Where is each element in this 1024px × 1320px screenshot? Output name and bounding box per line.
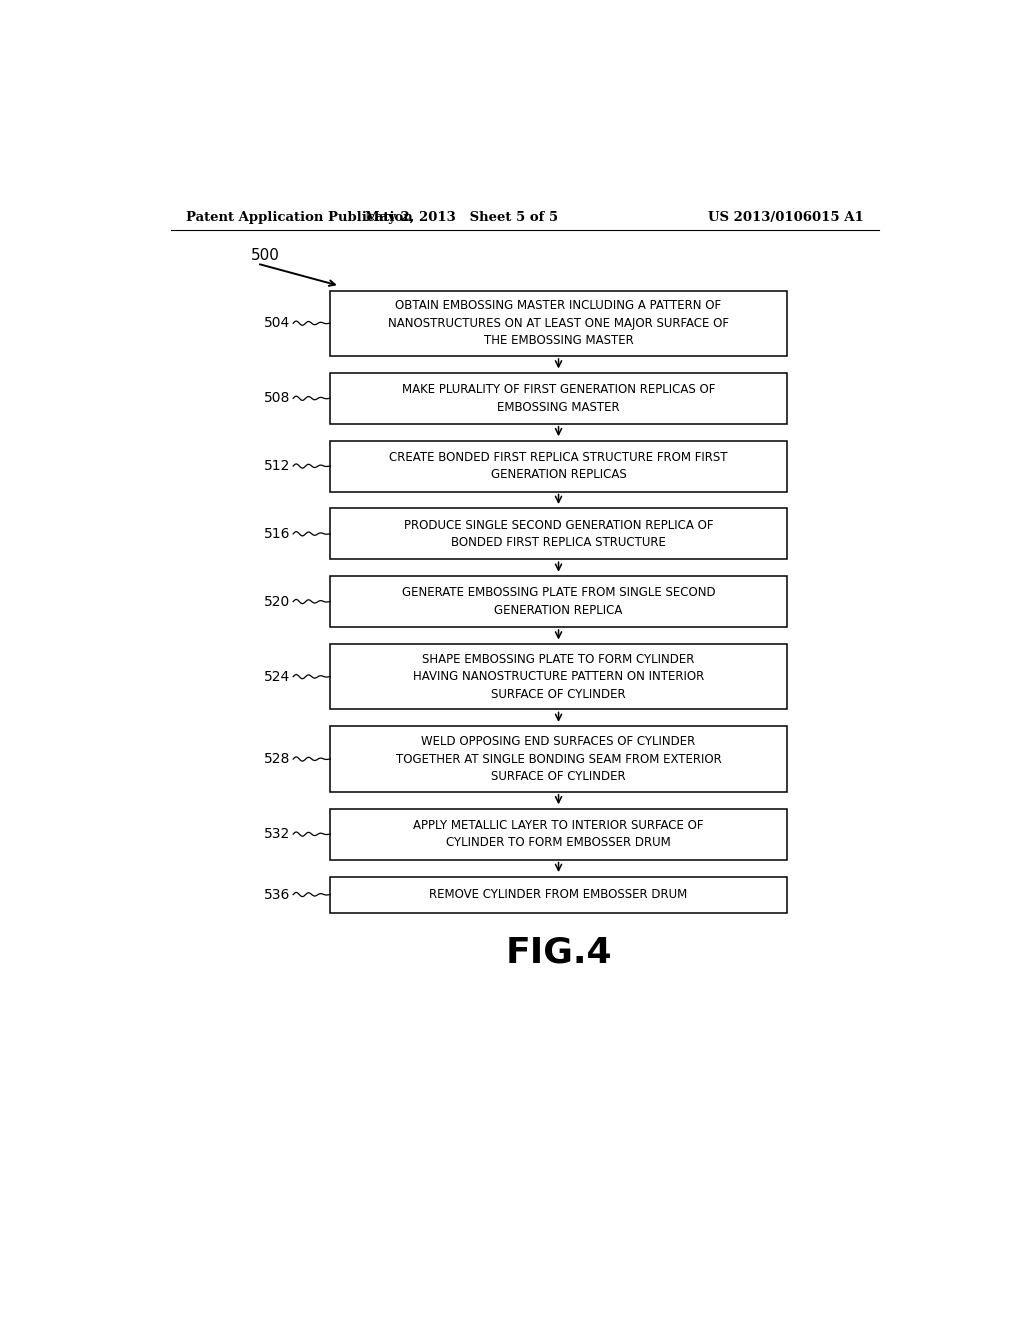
Text: May 2, 2013   Sheet 5 of 5: May 2, 2013 Sheet 5 of 5 — [365, 211, 558, 224]
Text: 504: 504 — [264, 317, 290, 330]
Text: REMOVE CYLINDER FROM EMBOSSER DRUM: REMOVE CYLINDER FROM EMBOSSER DRUM — [429, 888, 688, 902]
Text: 516: 516 — [263, 527, 290, 541]
Text: 512: 512 — [264, 459, 290, 473]
Text: GENERATE EMBOSSING PLATE FROM SINGLE SECOND
GENERATION REPLICA: GENERATE EMBOSSING PLATE FROM SINGLE SEC… — [401, 586, 716, 616]
Text: 500: 500 — [251, 248, 280, 264]
Bar — [331, 374, 786, 424]
Bar — [331, 290, 786, 356]
Text: WELD OPPOSING END SURFACES OF CYLINDER
TOGETHER AT SINGLE BONDING SEAM FROM EXTE: WELD OPPOSING END SURFACES OF CYLINDER T… — [395, 735, 721, 783]
Bar — [331, 809, 786, 859]
Text: PRODUCE SINGLE SECOND GENERATION REPLICA OF
BONDED FIRST REPLICA STRUCTURE: PRODUCE SINGLE SECOND GENERATION REPLICA… — [403, 519, 714, 549]
Text: 508: 508 — [264, 391, 290, 405]
Text: APPLY METALLIC LAYER TO INTERIOR SURFACE OF
CYLINDER TO FORM EMBOSSER DRUM: APPLY METALLIC LAYER TO INTERIOR SURFACE… — [414, 818, 703, 849]
Bar — [331, 644, 786, 709]
Text: 528: 528 — [264, 752, 290, 766]
Text: US 2013/0106015 A1: US 2013/0106015 A1 — [709, 211, 864, 224]
Bar — [331, 726, 786, 792]
Text: CREATE BONDED FIRST REPLICA STRUCTURE FROM FIRST
GENERATION REPLICAS: CREATE BONDED FIRST REPLICA STRUCTURE FR… — [389, 451, 728, 482]
Text: 532: 532 — [264, 828, 290, 841]
Text: 536: 536 — [264, 887, 290, 902]
Text: SHAPE EMBOSSING PLATE TO FORM CYLINDER
HAVING NANOSTRUCTURE PATTERN ON INTERIOR
: SHAPE EMBOSSING PLATE TO FORM CYLINDER H… — [413, 652, 705, 701]
Bar — [331, 577, 786, 627]
Text: FIG.4: FIG.4 — [505, 936, 612, 970]
Bar — [331, 508, 786, 560]
Text: 520: 520 — [264, 594, 290, 609]
Text: 524: 524 — [264, 669, 290, 684]
Text: MAKE PLURALITY OF FIRST GENERATION REPLICAS OF
EMBOSSING MASTER: MAKE PLURALITY OF FIRST GENERATION REPLI… — [401, 383, 715, 413]
Bar — [331, 441, 786, 491]
Text: Patent Application Publication: Patent Application Publication — [186, 211, 413, 224]
Text: OBTAIN EMBOSSING MASTER INCLUDING A PATTERN OF
NANOSTRUCTURES ON AT LEAST ONE MA: OBTAIN EMBOSSING MASTER INCLUDING A PATT… — [388, 300, 729, 347]
Bar — [331, 876, 786, 912]
